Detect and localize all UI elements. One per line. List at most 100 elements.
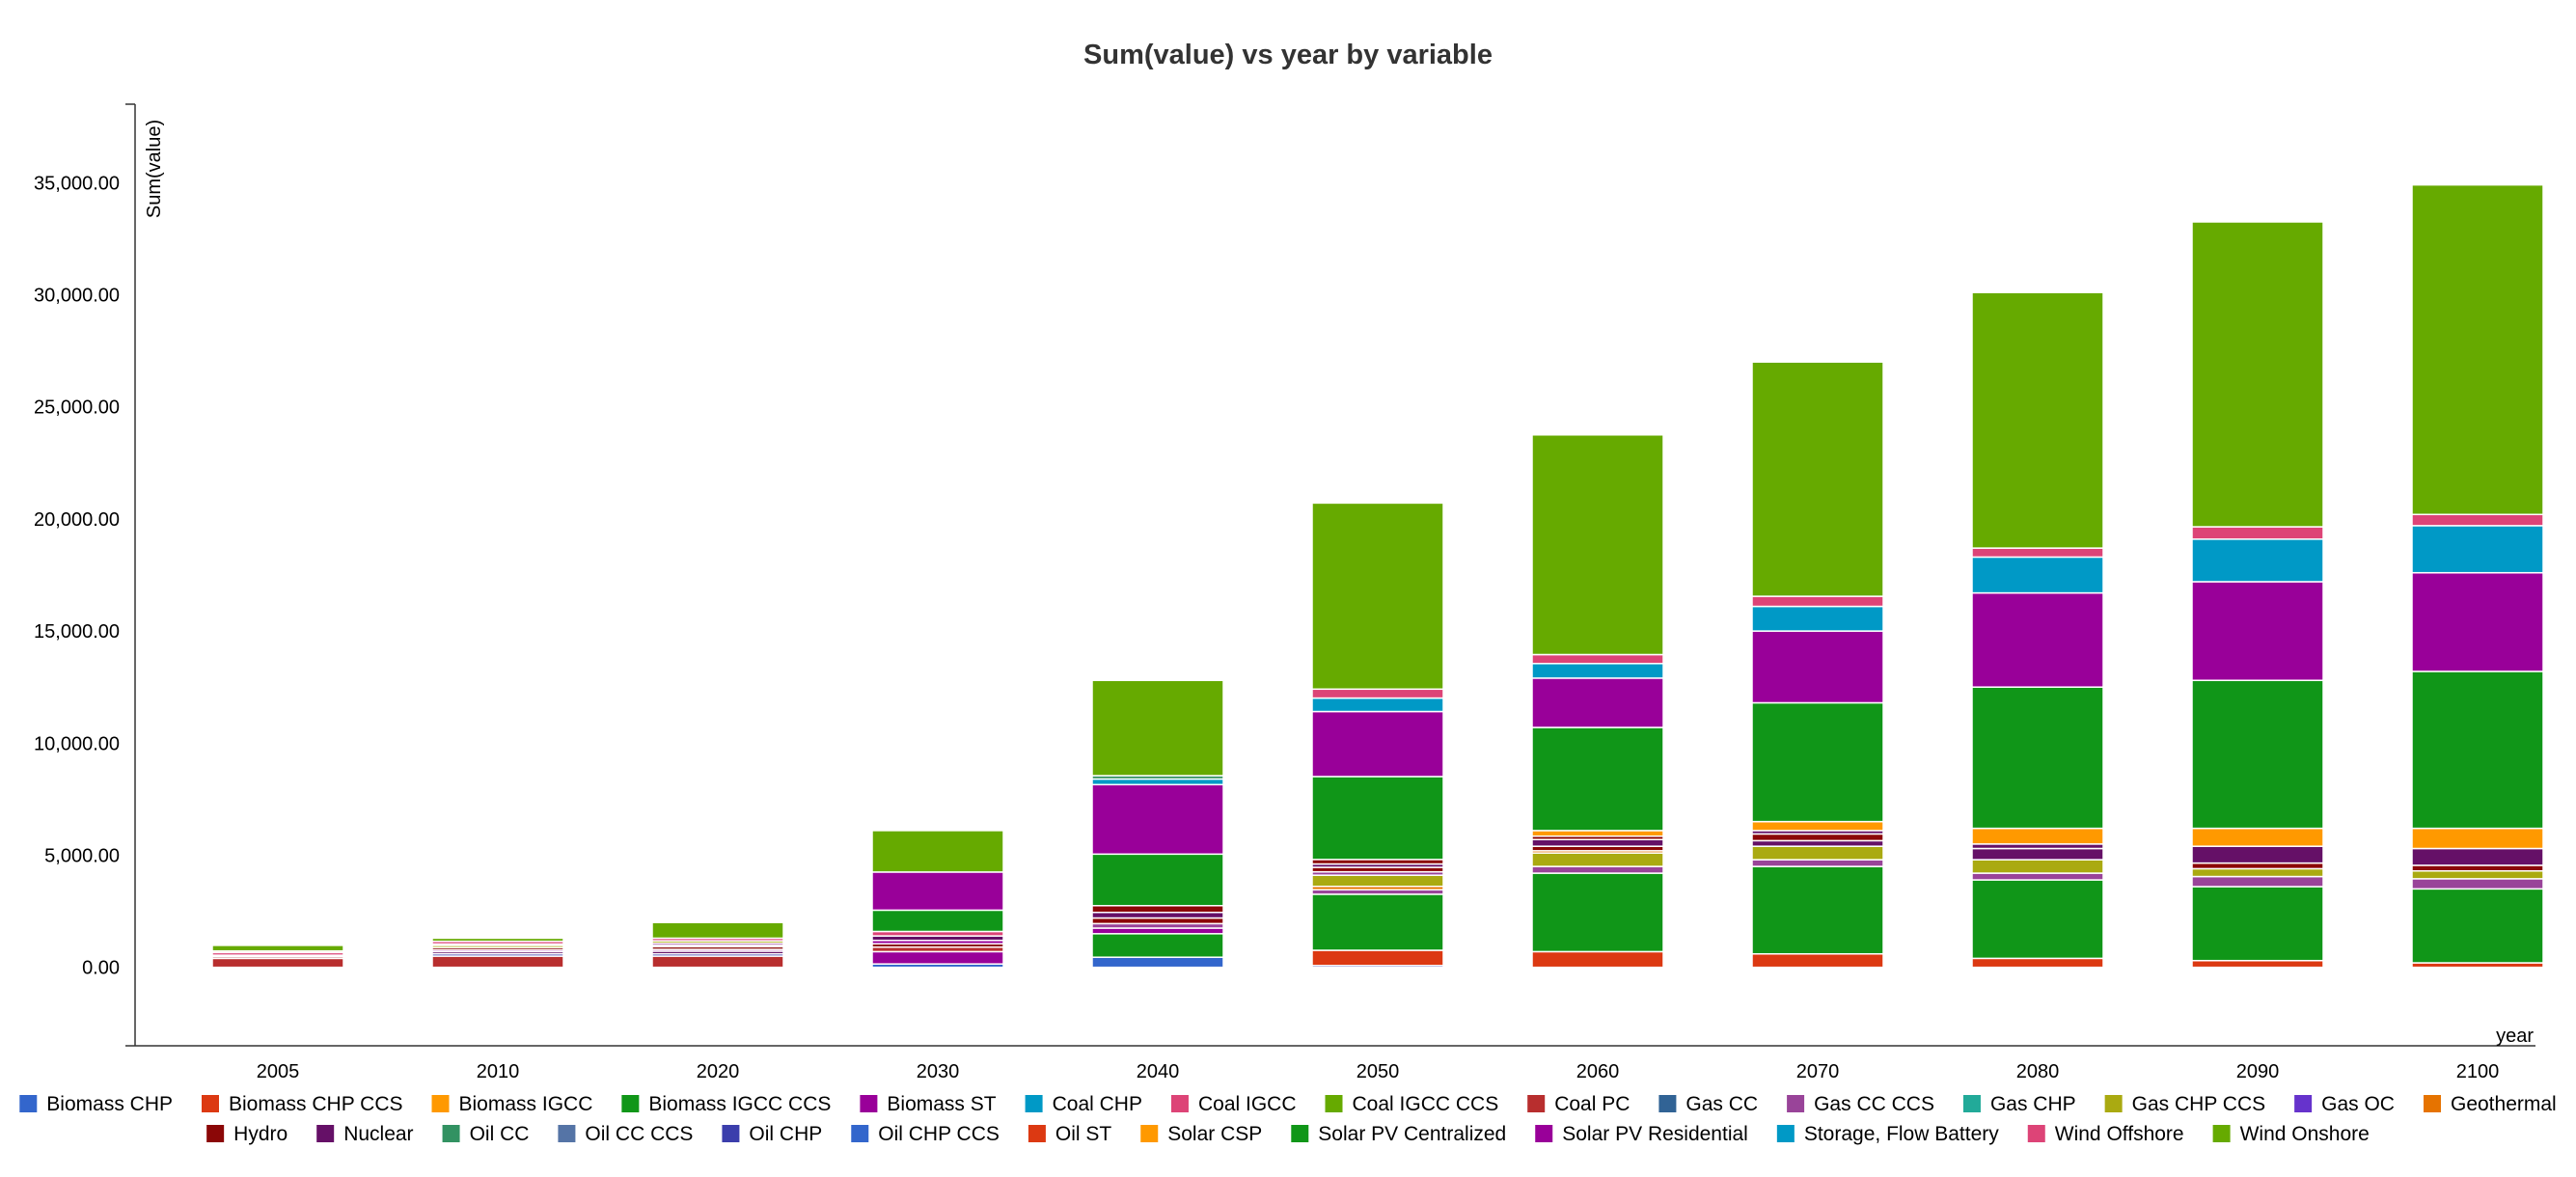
y-tick-label: 25,000.00 — [34, 397, 120, 419]
bar-segment — [1311, 874, 1444, 888]
axes — [125, 103, 2535, 1047]
legend-item[interactable]: Oil CHP CCS — [851, 1123, 1000, 1145]
legend-item[interactable]: Nuclear — [316, 1123, 414, 1145]
bar-segment — [1531, 872, 1664, 953]
bar-segment — [2191, 526, 2324, 540]
legend-label: Oil CHP CCS — [878, 1123, 1000, 1145]
bar-segment — [871, 950, 1004, 965]
legend-item[interactable]: Biomass CHP CCS — [202, 1093, 403, 1115]
x-tick-label: 2020 — [697, 1061, 740, 1082]
legend-item[interactable]: Wind Offshore — [2027, 1123, 2184, 1145]
legend-item[interactable]: Coal CHP — [1025, 1093, 1142, 1115]
legend-item[interactable]: Hydro — [206, 1123, 288, 1145]
legend-item[interactable]: Gas CC CCS — [1787, 1093, 1934, 1115]
bar-segment — [2191, 959, 2324, 969]
legend-item[interactable]: Gas OC — [2294, 1093, 2395, 1115]
y-tick-label: 10,000.00 — [34, 733, 120, 754]
bar-segment — [2191, 886, 2324, 962]
bar-segment — [1971, 591, 2104, 688]
legend-label: Geothermal — [2451, 1093, 2557, 1115]
bar-segment — [2411, 847, 2544, 866]
legend-item[interactable]: Geothermal — [2423, 1093, 2557, 1115]
legend-item[interactable]: Coal IGCC — [1170, 1093, 1297, 1115]
legend-swatch — [558, 1125, 576, 1142]
bar-segment — [2191, 679, 2324, 830]
bar-segment — [1311, 710, 1444, 778]
y-tick-label: 30,000.00 — [34, 286, 120, 307]
legend-item[interactable]: Wind Onshore — [2212, 1123, 2370, 1145]
x-tick-label: 2010 — [477, 1061, 520, 1082]
x-tick-label: 2030 — [917, 1061, 960, 1082]
legend-item[interactable]: Gas CHP — [1962, 1093, 2076, 1115]
bar-segment — [1971, 957, 2104, 969]
x-tick-label: 2090 — [2236, 1061, 2280, 1082]
bar-segment — [1311, 502, 1444, 691]
bar-segment — [1091, 783, 1224, 856]
bar-segment — [1531, 653, 1664, 665]
legend-label: Gas CHP CCS — [2132, 1093, 2265, 1115]
legend-item[interactable]: Oil CC — [442, 1123, 530, 1145]
legend-swatch — [1325, 1095, 1343, 1112]
legend-item[interactable]: Storage, Flow Battery — [1776, 1123, 1999, 1145]
bar-segment — [1091, 905, 1224, 914]
bar-segment — [1531, 726, 1664, 832]
legend-item[interactable]: Oil CHP — [722, 1123, 822, 1145]
legend-swatch — [1787, 1095, 1805, 1112]
bar-segment — [1091, 911, 1224, 919]
bar-segment — [1751, 595, 1884, 608]
legend-item[interactable]: Oil CC CCS — [558, 1123, 693, 1145]
x-tick-label: 2040 — [1137, 1061, 1180, 1082]
x-tick-label: 2080 — [2016, 1061, 2060, 1082]
x-tick-label: 2060 — [1576, 1061, 1620, 1082]
legend-item[interactable]: Gas CC — [1658, 1093, 1758, 1115]
bar-segment — [2411, 571, 2544, 672]
legend-item[interactable]: Biomass IGCC — [431, 1093, 593, 1115]
legend-swatch — [1527, 1095, 1546, 1112]
legend-swatch — [431, 1095, 450, 1112]
bar-segment — [1531, 434, 1664, 656]
legend-item[interactable]: Solar PV Residential — [1535, 1123, 1748, 1145]
legend-label: Coal PC — [1554, 1093, 1630, 1115]
legend-item[interactable]: Biomass IGCC CCS — [621, 1093, 831, 1115]
legend-swatch — [860, 1095, 878, 1112]
bar-segment — [1531, 865, 1664, 874]
legend-swatch — [2423, 1095, 2441, 1112]
x-tick-label: 2050 — [1357, 1061, 1400, 1082]
bar-segment — [1091, 778, 1224, 786]
bar-segment — [2411, 183, 2544, 516]
bar-segment — [1531, 950, 1664, 969]
legend-item[interactable]: Oil ST — [1028, 1123, 1112, 1145]
legend-item[interactable]: Biomass ST — [860, 1093, 997, 1115]
legend-label: Coal IGCC CCS — [1353, 1093, 1499, 1115]
bar-segment — [2191, 827, 2324, 847]
bar-2100 — [2411, 183, 2544, 969]
legend-swatch — [316, 1125, 335, 1142]
bar-segment — [2191, 538, 2324, 583]
legend-swatch — [2212, 1125, 2231, 1142]
legend: Biomass CHP Biomass CHP CCS Biomass IGCC Bi… — [19, 1093, 2557, 1145]
legend-item[interactable]: Gas CHP CCS — [2104, 1093, 2265, 1115]
legend-swatch — [202, 1095, 219, 1112]
bar-segment — [2411, 827, 2544, 850]
legend-item[interactable]: Coal IGCC CCS — [1325, 1093, 1499, 1115]
bar-segment — [2191, 581, 2324, 681]
legend-item[interactable]: Coal PC — [1527, 1093, 1630, 1115]
tick-labels: 0.00 5,000.00 10,000.00 15,000.00 20,000.00 2… — [34, 173, 2499, 1082]
legend-item[interactable]: Biomass CHP — [19, 1093, 173, 1115]
bar-segment — [431, 955, 564, 969]
bar-segment — [1531, 838, 1664, 847]
bar-segment — [2191, 221, 2324, 528]
bar-2040 — [1091, 679, 1224, 969]
legend-swatch — [1962, 1095, 1981, 1112]
legend-swatch — [722, 1125, 740, 1142]
bar-segment — [1751, 845, 1884, 861]
x-axis-label: year — [2496, 1026, 2534, 1047]
bar-segment — [2191, 867, 2324, 878]
legend-label: Gas CHP — [1990, 1093, 2076, 1115]
legend-swatch — [1025, 1095, 1043, 1112]
bar-2080 — [1971, 291, 2104, 969]
legend-item[interactable]: Solar CSP — [1140, 1123, 1262, 1145]
legend-swatch — [2294, 1095, 2313, 1112]
legend-item[interactable]: Solar PV Centralized — [1291, 1123, 1506, 1145]
legend-label: Wind Onshore — [2240, 1123, 2370, 1145]
